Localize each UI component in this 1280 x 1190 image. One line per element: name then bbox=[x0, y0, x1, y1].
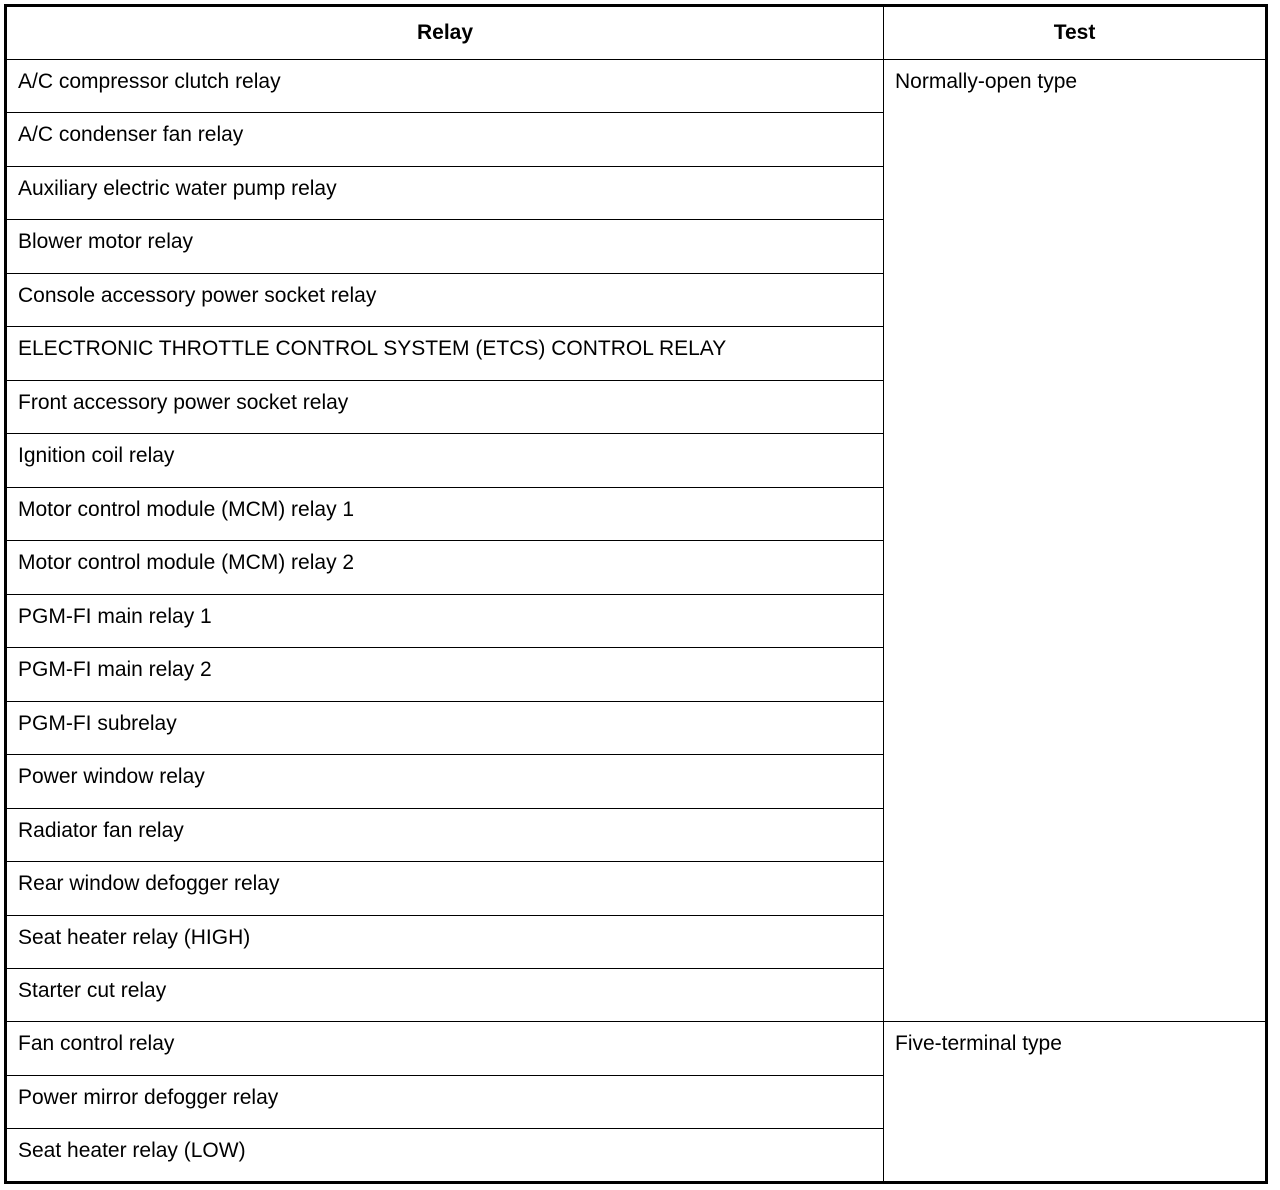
table-row: Auxiliary electric water pump relay bbox=[5, 165, 1267, 221]
relay-cell: Motor control module (MCM) relay 2 bbox=[5, 540, 884, 595]
header-relay: Relay bbox=[5, 5, 884, 60]
table-row: Starter cut relay bbox=[5, 967, 1267, 1023]
relay-cell: Seat heater relay (LOW) bbox=[5, 1128, 884, 1183]
table-row: Seat heater relay (HIGH) bbox=[5, 914, 1267, 969]
table-row: Radiator fan relay bbox=[5, 807, 1267, 863]
relay-cell: PGM-FI main relay 2 bbox=[5, 647, 884, 702]
relay-cell: PGM-FI subrelay bbox=[5, 700, 884, 756]
relay-cell: Fan control relay bbox=[5, 1021, 884, 1076]
table-row: Power mirror defogger relay bbox=[5, 1074, 1267, 1130]
relay-cell: Front accessory power socket relay bbox=[5, 379, 884, 435]
relay-cell: Blower motor relay bbox=[5, 219, 884, 274]
table-row: PGM-FI subrelay bbox=[5, 700, 1267, 756]
relay-cell: ELECTRONIC THROTTLE CONTROL SYSTEM (ETCS… bbox=[5, 326, 884, 381]
relay-cell: PGM-FI main relay 1 bbox=[5, 593, 884, 649]
table-row: A/C condenser fan relay bbox=[5, 112, 1267, 167]
relay-cell: Starter cut relay bbox=[5, 967, 884, 1023]
table-row: PGM-FI main relay 2 bbox=[5, 647, 1267, 702]
table-row: PGM-FI main relay 1 bbox=[5, 593, 1267, 649]
relay-cell: Power mirror defogger relay bbox=[5, 1074, 884, 1130]
relay-cell: Seat heater relay (HIGH) bbox=[5, 914, 884, 969]
table-row: ELECTRONIC THROTTLE CONTROL SYSTEM (ETCS… bbox=[5, 326, 1267, 381]
relay-cell: Auxiliary electric water pump relay bbox=[5, 165, 884, 221]
table-row: Ignition coil relay bbox=[5, 433, 1267, 488]
table-row: Seat heater relay (LOW) bbox=[5, 1128, 1267, 1183]
table-row: A/C compressor clutch relay Normally-open… bbox=[5, 58, 1267, 1023]
relay-cell: A/C condenser fan relay bbox=[5, 112, 884, 167]
relay-cell: Power window relay bbox=[5, 754, 884, 809]
table-row: Motor control module (MCM) relay 1 bbox=[5, 486, 1267, 542]
relay-cell: Rear window defogger relay bbox=[5, 861, 884, 916]
relay-cell: A/C compressor clutch relay bbox=[5, 58, 884, 114]
header-test: Test bbox=[883, 5, 1267, 60]
table-row: Fan control relay Five-terminal type bbox=[5, 1021, 1267, 1183]
table-row: Rear window defogger relay bbox=[5, 861, 1267, 916]
relay-cell: Console accessory power socket relay bbox=[5, 272, 884, 328]
relay-cell: Motor control module (MCM) relay 1 bbox=[5, 486, 884, 542]
relay-cell: Ignition coil relay bbox=[5, 433, 884, 488]
test-cell: Five-terminal type bbox=[883, 1021, 1267, 1183]
table-row: Power window relay bbox=[5, 754, 1267, 809]
header-row: Relay Test bbox=[5, 5, 1267, 60]
table-row: Motor control module (MCM) relay 2 bbox=[5, 540, 1267, 595]
test-cell: Normally-open type bbox=[883, 58, 1267, 1023]
relay-test-table: Relay Test A/C compressor clutch relay No… bbox=[4, 4, 1268, 1184]
table-row: Console accessory power socket relay bbox=[5, 272, 1267, 328]
table-row: Front accessory power socket relay bbox=[5, 379, 1267, 435]
relay-cell: Radiator fan relay bbox=[5, 807, 884, 863]
